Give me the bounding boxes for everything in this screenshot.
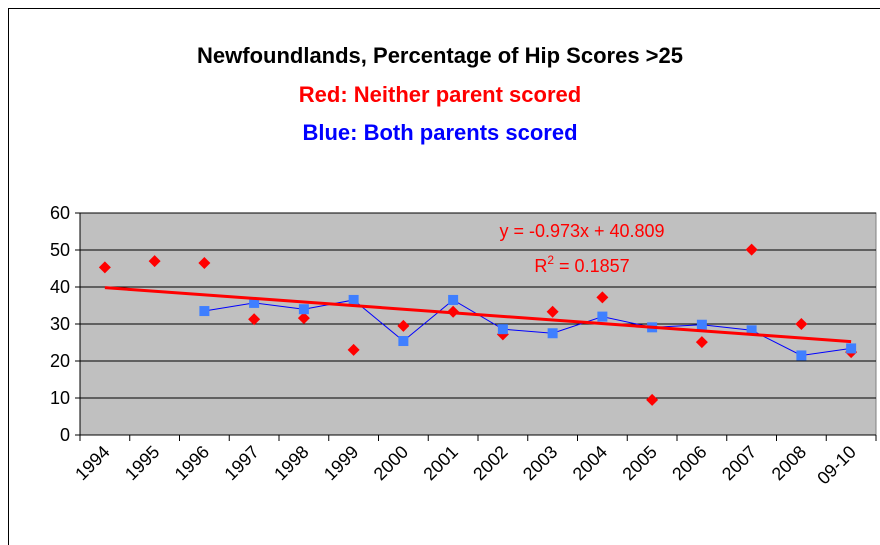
y-tick-label: 30	[50, 314, 70, 334]
chart-title: Newfoundlands, Percentage of Hip Scores …	[197, 43, 683, 68]
diamond-marker	[347, 343, 360, 356]
y-tick-label: 20	[50, 351, 70, 371]
diamond-marker	[297, 312, 310, 325]
square-marker	[846, 343, 857, 354]
square-marker	[199, 306, 210, 317]
series-line	[204, 299, 852, 356]
y-tick-label: 0	[60, 425, 70, 445]
diamond-marker	[248, 313, 261, 326]
diamond-marker	[546, 305, 559, 318]
trendline	[104, 286, 852, 344]
diamond-marker	[646, 393, 659, 406]
diamond-marker	[198, 256, 211, 269]
diamond-marker	[596, 291, 609, 304]
diamond-marker	[98, 261, 111, 274]
diamond-marker	[745, 243, 758, 256]
square-marker	[796, 350, 807, 361]
square-marker	[398, 336, 409, 347]
square-marker	[547, 328, 558, 339]
y-tick-label: 60	[50, 203, 70, 223]
square-marker	[746, 325, 757, 336]
y-tick-label: 50	[50, 240, 70, 260]
square-marker	[298, 304, 309, 315]
y-tick-label: 10	[50, 388, 70, 408]
square-marker	[696, 319, 707, 330]
square-marker	[497, 324, 508, 335]
square-marker	[597, 311, 608, 322]
r2-part: R	[534, 256, 547, 276]
square-marker	[448, 294, 459, 305]
r2-part: = 0.1857	[554, 256, 630, 276]
diamond-marker	[795, 318, 808, 330]
diamond-marker	[397, 319, 410, 332]
diamond-marker	[148, 255, 161, 268]
chart-subtitle: Red: Neither parent scored	[299, 82, 581, 107]
trendline-equation: y = -0.973x + 40.809	[499, 221, 664, 241]
chart-subtitle: Blue: Both parents scored	[302, 120, 577, 145]
square-marker	[249, 297, 260, 308]
square-marker	[348, 294, 359, 305]
r2-part: 2	[547, 253, 554, 267]
trendline-r2: R2 = 0.1857	[534, 253, 629, 276]
diamond-marker	[695, 336, 708, 349]
y-tick-label: 40	[50, 277, 70, 297]
